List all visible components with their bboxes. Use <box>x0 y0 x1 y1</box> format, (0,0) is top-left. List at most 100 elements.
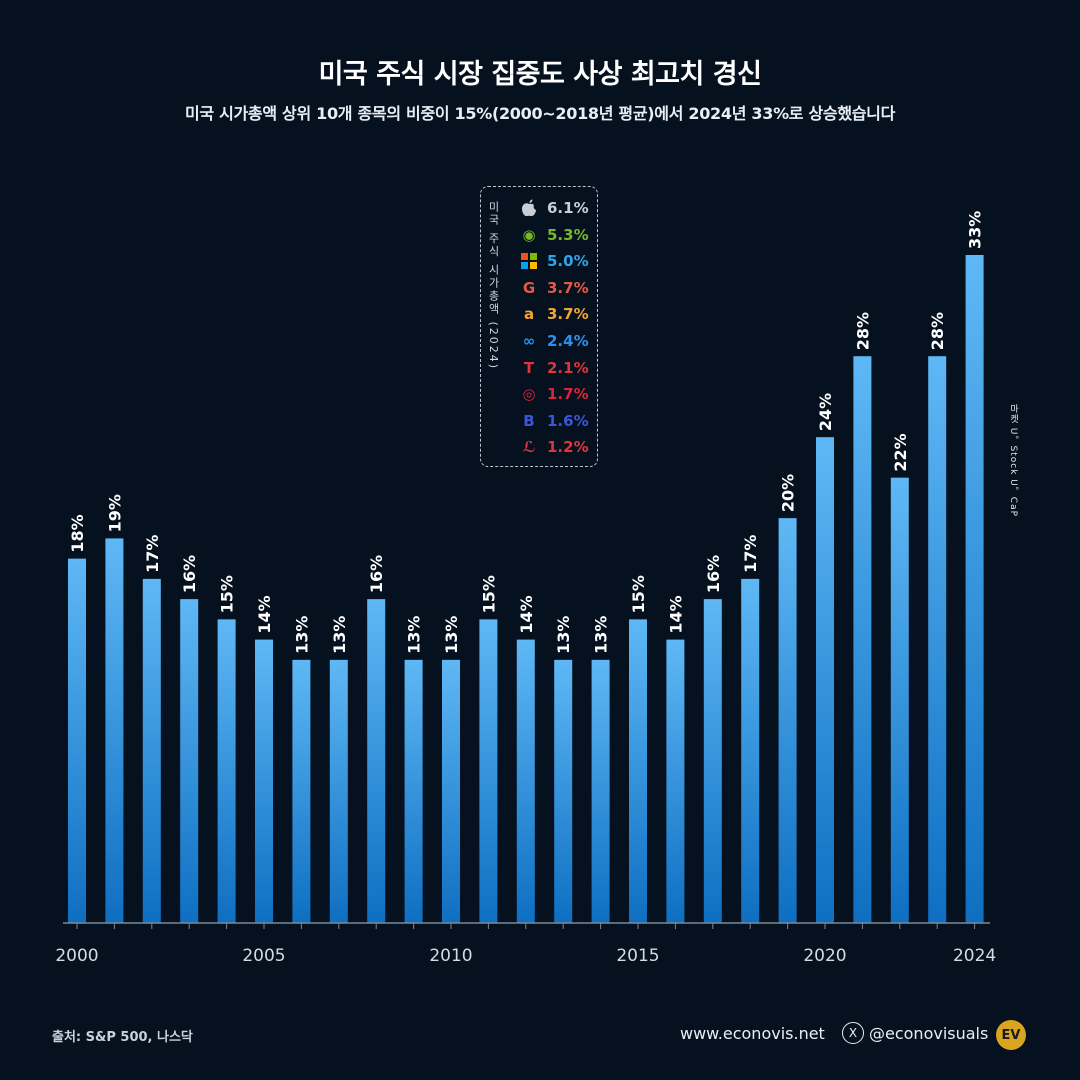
tesla-icon: T <box>523 358 535 377</box>
microsoft-icon <box>519 251 539 271</box>
data-label-2016: 14% <box>666 595 685 633</box>
bar-2012 <box>516 639 535 923</box>
data-label-2024: 33% <box>966 211 985 249</box>
bar-2019 <box>778 518 797 923</box>
data-label-2023: 28% <box>928 312 947 350</box>
bar-2008 <box>367 599 386 923</box>
bar-chart: 18% 19% 17% 16% 15% 14% 13% 13% 16% 13% 13% 15% 14% 1… <box>55 211 996 966</box>
data-label-2018: 17% <box>741 535 760 573</box>
x-logo-icon: X <box>842 1022 864 1044</box>
bar-2018 <box>741 578 760 923</box>
legend-item: B 1.6% <box>519 410 589 432</box>
bar-2001 <box>105 538 124 923</box>
x-tick-label-2000: 2000 <box>55 946 98 966</box>
legend-value: 5.3% <box>547 225 589 244</box>
broadcom-icon: ◎ <box>522 385 536 404</box>
bar-2002 <box>142 578 161 923</box>
google-icon: G <box>522 278 536 297</box>
chart-title: 미국 주식 시장 집중도 사상 최고치 경신 <box>318 59 762 90</box>
data-label-2001: 19% <box>105 494 124 532</box>
data-label-2007: 13% <box>330 616 349 654</box>
legend-value: 1.2% <box>547 438 589 457</box>
legend-value: 3.7% <box>547 305 589 324</box>
legend-item: G 3.7% <box>519 277 589 299</box>
bar-2011 <box>479 619 498 923</box>
bar-2006 <box>292 659 311 923</box>
bar-2000 <box>68 558 86 923</box>
bar-2024 <box>965 255 984 923</box>
data-label-2020: 24% <box>816 393 835 431</box>
legend-vertical-label: 미국 주식 시가총액 (2024) <box>487 201 500 371</box>
x-tick-label-2020: 2020 <box>803 946 846 966</box>
data-label-2003: 16% <box>180 555 199 593</box>
bar-2003 <box>180 599 199 923</box>
nvidia-icon: ◉ <box>522 225 536 244</box>
bar-2014 <box>591 659 610 923</box>
x-tick-label-2024: 2024 <box>953 946 996 966</box>
x-tick-label-2005: 2005 <box>242 946 285 966</box>
data-label-2011: 15% <box>479 575 498 613</box>
legend-value: 1.6% <box>547 411 589 430</box>
econovis-logo: EV <box>996 1020 1026 1050</box>
website-link[interactable]: www.econovis.net <box>680 1024 825 1043</box>
social-handle-link[interactable]: @econovisuals <box>869 1024 989 1043</box>
legend-item: ◎ 1.7% <box>519 383 589 405</box>
data-label-2008: 16% <box>367 555 386 593</box>
legend-item: 5.0% <box>519 250 589 272</box>
meta-icon: ∞ <box>522 332 536 350</box>
bar-2007 <box>329 659 348 923</box>
data-label-2005: 14% <box>255 595 274 633</box>
bar-2017 <box>703 599 722 923</box>
legend-value: 2.1% <box>547 358 589 377</box>
bar-2013 <box>554 659 573 923</box>
x-tick-label-2015: 2015 <box>616 946 659 966</box>
data-label-2010: 13% <box>442 616 461 654</box>
bar-2010 <box>442 659 460 923</box>
data-label-2002: 17% <box>143 535 162 573</box>
legend-item: 6.1% <box>519 197 589 219</box>
data-label-2000: 18% <box>68 514 87 552</box>
chart-subtitle: 미국 시가총액 상위 10개 종목의 비중이 15%(2000~2018년 평균… <box>184 104 896 123</box>
data-label-2022: 22% <box>891 433 910 471</box>
bar-2016 <box>666 639 685 923</box>
data-label-2015: 15% <box>629 575 648 613</box>
side-watermark-label: 마켓 U。Stock U。CaP <box>1008 404 1018 518</box>
legend-value: 2.4% <box>547 332 589 350</box>
source-note: 출처: S&P 500, 나스닥 <box>52 1030 193 1045</box>
bar-2009 <box>404 659 423 923</box>
data-label-2013: 13% <box>554 616 573 654</box>
bar-2015 <box>629 619 647 923</box>
bar-2021 <box>853 356 872 923</box>
data-label-2009: 13% <box>405 616 424 654</box>
eli-lilly-icon: ℒ <box>522 438 536 457</box>
data-label-2014: 13% <box>592 616 611 654</box>
legend-value: 3.7% <box>547 278 589 297</box>
x-tick-label-2010: 2010 <box>429 946 472 966</box>
top10-legend-box: 미국 주식 시가총액 (2024) 6.1% ◉ 5.3% 5.0% G 3.7% a 3.7… <box>480 186 598 467</box>
data-label-2019: 20% <box>779 474 798 512</box>
legend-item: T 2.1% <box>519 357 589 379</box>
bar-2023 <box>928 356 947 923</box>
bar-2022 <box>890 477 909 923</box>
x-axis-ticks-group <box>76 923 976 929</box>
bars-group <box>68 255 984 923</box>
data-labels-group: 18% 19% 17% 16% 15% 14% 13% 13% 16% 13% 13% 15% 14% 1… <box>68 211 985 654</box>
bar-2020 <box>816 437 834 923</box>
legend-value: 5.0% <box>547 252 589 271</box>
bar-2004 <box>217 619 236 923</box>
bar-2005 <box>255 639 273 923</box>
data-label-2021: 28% <box>853 312 872 350</box>
apple-icon <box>519 198 539 218</box>
legend-item: ∞ 2.4% <box>519 330 589 352</box>
legend-value: 6.1% <box>547 199 589 217</box>
legend-item: ◉ 5.3% <box>519 224 589 246</box>
amazon-icon: a <box>523 305 535 324</box>
legend-value: 1.7% <box>547 385 589 404</box>
data-label-2012: 14% <box>517 595 536 633</box>
x-axis-tick-labels-group: 2000 2005 2010 2015 2020 2024 <box>55 946 996 966</box>
data-label-2006: 13% <box>292 616 311 654</box>
data-label-2004: 15% <box>218 575 237 613</box>
data-label-2017: 16% <box>704 555 723 593</box>
legend-item: a 3.7% <box>519 303 589 325</box>
berkshire-icon: B <box>523 411 535 430</box>
